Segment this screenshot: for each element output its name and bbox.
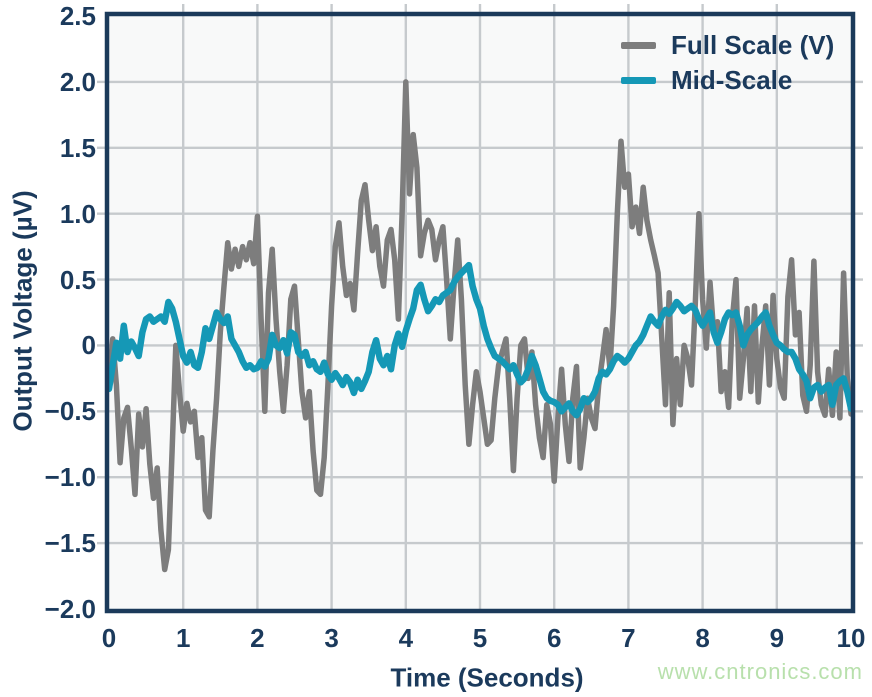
legend-line-swatch-full-scale-icon — [621, 42, 656, 49]
mid-scale-series-line — [105, 261, 855, 419]
y-tick-label: −1.0 — [44, 462, 96, 493]
y-tick-label: −2.0 — [44, 594, 96, 624]
full-scale-series-line — [106, 79, 854, 573]
x-tick-label: 0 — [101, 623, 117, 653]
x-tick-label: 10 — [836, 623, 866, 653]
legend-label-mid-scale: Mid-Scale — [671, 65, 793, 95]
y-tick-label: 1.0 — [59, 198, 96, 229]
y-tick-label: 0 — [81, 330, 96, 361]
x-tick-label: 2 — [250, 623, 265, 653]
watermark-text: www.cntronics.com — [657, 659, 863, 684]
x-tick-label: 8 — [695, 623, 710, 653]
legend-label-full-scale: Full Scale (V) — [671, 30, 835, 60]
x-tick-label: 3 — [324, 623, 339, 653]
legend-item-mid-scale: Mid-Scale — [621, 65, 834, 96]
y-tick-label: 1.5 — [59, 132, 96, 163]
legend-line-swatch-mid-scale-icon — [621, 77, 656, 84]
x-axis-title: Time (Seconds) — [390, 662, 584, 693]
x-tick-label: 6 — [546, 623, 562, 653]
x-tick-label: 7 — [621, 623, 636, 653]
plot-border — [104, 11, 856, 614]
y-tick-label: 0.5 — [59, 264, 96, 295]
y-tick-label: 2.5 — [59, 1, 96, 31]
x-tick-label: 5 — [472, 623, 488, 653]
x-tick-label: 4 — [398, 623, 414, 653]
chart-legend: Full Scale (V) Mid-Scale — [621, 30, 834, 96]
y-tick-label: −1.5 — [44, 528, 96, 559]
y-tick-label: −0.5 — [44, 396, 96, 427]
x-tick-label: 9 — [769, 623, 785, 653]
y-tick-label: 2.0 — [59, 66, 96, 97]
x-tick-label: 1 — [175, 623, 191, 653]
legend-item-full-scale: Full Scale (V) — [621, 30, 834, 61]
